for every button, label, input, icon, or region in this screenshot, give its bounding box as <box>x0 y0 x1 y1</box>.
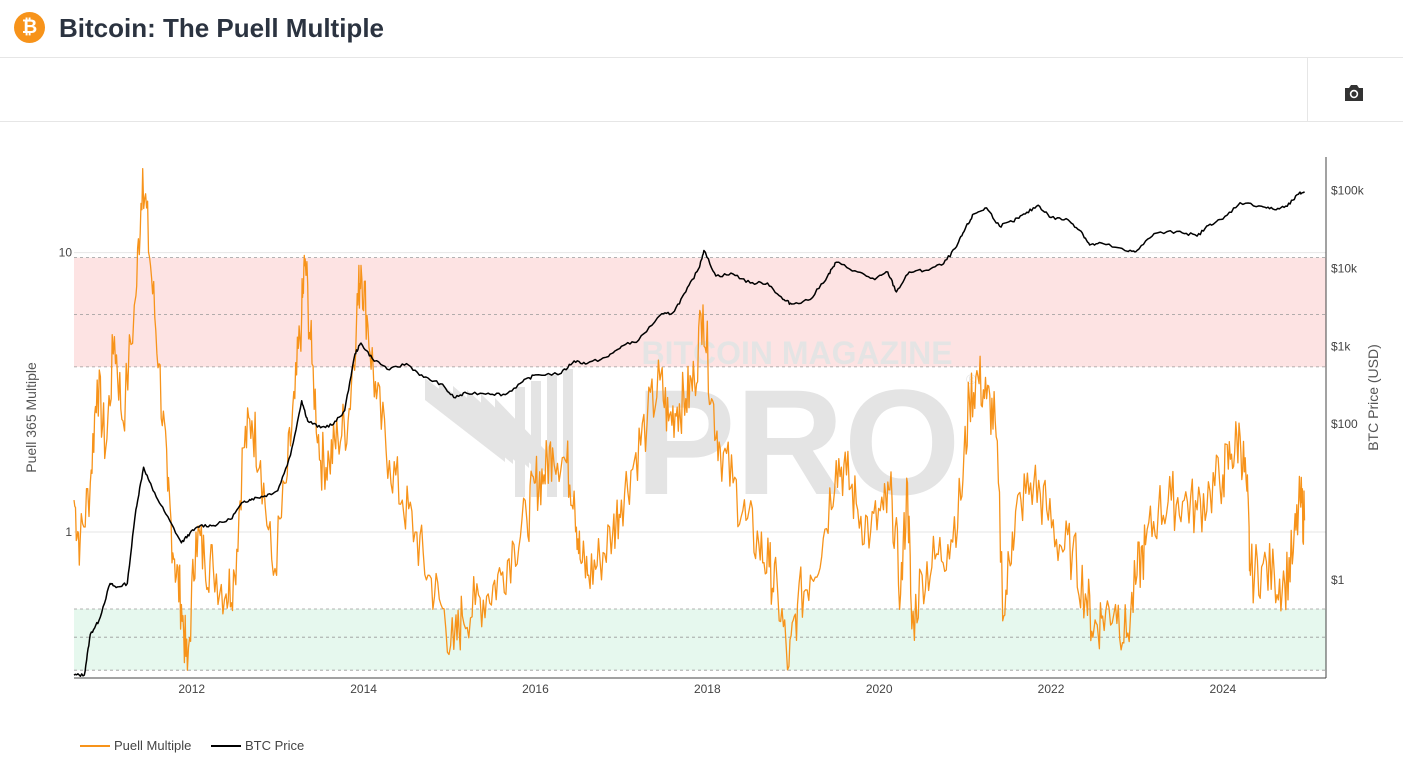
page-title: Bitcoin: The Puell Multiple <box>59 13 384 43</box>
y-left-tick-label: 1 <box>65 525 72 539</box>
watermark-bar <box>515 387 525 497</box>
band-buy_zone <box>74 608 1326 671</box>
camera-icon-glyph <box>1345 85 1363 101</box>
watermark-bar <box>547 375 557 497</box>
legend-swatch-btc-price <box>211 744 241 747</box>
y-right-tick-label: $100 <box>1331 417 1358 431</box>
legend-item-btc-price[interactable]: BTC Price <box>211 737 304 755</box>
y-left-axis-title: Puell 365 Multiple <box>23 362 39 473</box>
x-tick-label: 2014 <box>350 682 377 696</box>
legend-item-puell[interactable]: Puell Multiple <box>80 737 191 755</box>
camera-icon[interactable] <box>1343 83 1371 109</box>
watermark-main-text: PRO <box>635 358 960 526</box>
x-tick-label: 2016 <box>522 682 549 696</box>
toolbar <box>0 58 1403 122</box>
x-tick-label: 2024 <box>1210 682 1237 696</box>
watermark-logo-mark <box>425 369 573 497</box>
header: ₿ Bitcoin: The Puell Multiple <box>0 0 1403 58</box>
legend-swatch-puell <box>80 744 110 747</box>
x-tick-label: 2012 <box>178 682 205 696</box>
x-tick-label: 2022 <box>1038 682 1065 696</box>
x-tick-label: 2020 <box>866 682 893 696</box>
x-tick-label: 2018 <box>694 682 721 696</box>
y-right-tick-label: $1 <box>1331 573 1345 587</box>
toolbar-divider <box>1307 58 1308 121</box>
y-right-axis-title: BTC Price (USD) <box>1365 344 1381 451</box>
legend-label-puell: Puell Multiple <box>114 738 192 753</box>
watermark-bar <box>531 381 541 497</box>
legend-label-btc-price: BTC Price <box>245 738 305 753</box>
y-right-tick-label: $10k <box>1331 261 1358 275</box>
bitcoin-logo-icon: ₿ <box>14 12 45 43</box>
y-right-tick-label: $100k <box>1331 184 1365 198</box>
series-line-puell-multiple <box>73 167 1306 671</box>
series-line-btc-price <box>73 191 1306 677</box>
y-left-tick-label: 10 <box>59 246 73 260</box>
y-right-tick-label: $1k <box>1331 339 1351 353</box>
watermark-bar <box>563 369 573 497</box>
